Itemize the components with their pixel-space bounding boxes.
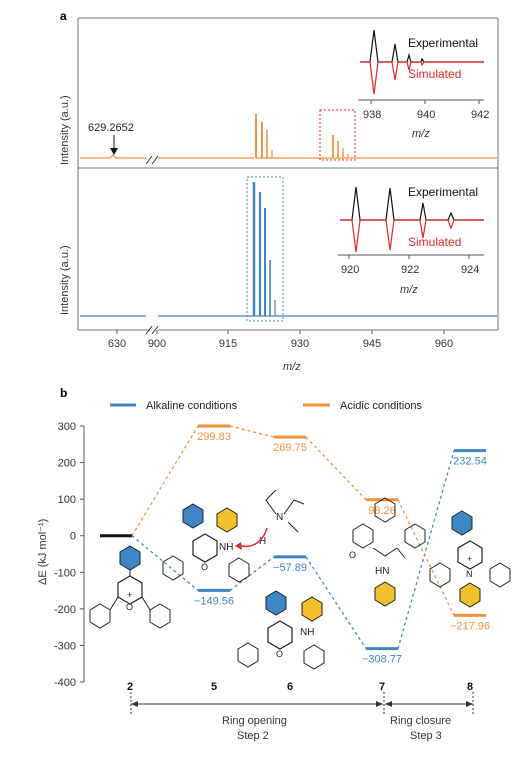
energy-profile: −149.56 −57.89 −308.77 232.54 299.83 269.75 98… (100, 424, 490, 666)
mol5-h: H (259, 536, 266, 547)
b-value-label: 232.54 (453, 456, 487, 468)
b-ytick-label: 300 (58, 421, 76, 433)
b-value-label: −57.89 (273, 562, 307, 574)
panel-a-bottom-ylabel: Intensity (a.u.) (59, 245, 71, 315)
panel-a-xlabel: m/z (283, 361, 301, 373)
b-ytick-label: 200 (58, 458, 76, 470)
legend-acidic-label: Acidic conditions (340, 400, 422, 412)
panel-b-ylabel: ΔE (kJ mol⁻¹) (37, 519, 49, 585)
molecule-6: O NH (237, 590, 325, 670)
panel-b-label: b (60, 386, 67, 400)
mol2-o: O (126, 602, 133, 612)
panel-a-top-ylabel: Intensity (a.u.) (59, 95, 71, 165)
peak-label-629: 629.2652 (88, 122, 134, 134)
step-arrows (130, 692, 474, 716)
b-value-label: 299.83 (197, 431, 231, 443)
b-category-label: 6 (287, 681, 293, 693)
legend-alkaline-label: Alkaline conditions (146, 400, 238, 412)
b-category-label: 7 (379, 681, 385, 693)
a-xtick-label: 630 (108, 338, 126, 350)
inset-top (358, 29, 484, 104)
panel-b-yticks: 300 200 100 0 -100 -200 -300 -400 (54, 421, 84, 689)
molecule-amine: N (265, 489, 305, 533)
b-category-label: 5 (211, 681, 217, 693)
mol7-o: O (349, 550, 356, 560)
molecule-7: HN O (349, 497, 426, 607)
inset-bottom-legend-sim: Simulated (408, 235, 461, 249)
b-value-label: −308.77 (362, 654, 402, 666)
amine-n: N (276, 512, 283, 523)
b-ytick-label: -100 (54, 567, 76, 579)
mol8-n: N (466, 569, 473, 579)
mol5-o: O (201, 562, 208, 572)
step2-label: Step 2 (237, 730, 269, 742)
b-ytick-label: 100 (58, 494, 76, 506)
zoom-box-blue (246, 176, 284, 322)
b-value-label: 98.26 (368, 505, 396, 517)
panel-a-xticks: 630 900 915 930 945 960 (108, 330, 453, 350)
mol6-nh: NH (300, 627, 314, 638)
b-connector-alkaline (397, 450, 455, 649)
a-xtick-label: 900 (148, 338, 166, 350)
b-category-label: 2 (127, 681, 133, 693)
a-xtick-label: 915 (219, 338, 237, 350)
b-connector-alkaline (131, 535, 199, 591)
b-connector-acidic (397, 499, 455, 616)
b-connector-acidic (305, 436, 367, 501)
inset-top-xlabel: m/z (412, 128, 430, 140)
ring-opening-label: Ring opening (222, 715, 287, 727)
mol7-hn: HN (375, 566, 389, 577)
inset-bottom-xlabel: m/z (400, 284, 418, 296)
panel-b-categories: 2 5 6 7 8 (127, 681, 473, 693)
a-xtick-label: 930 (291, 338, 309, 350)
inset-bottom-tick-2: 922 (401, 264, 419, 276)
b-connector-alkaline (229, 556, 275, 591)
molecule-8: N + (429, 510, 511, 608)
inset-top-tick-1: 938 (363, 109, 381, 121)
inset-bottom-tick-1: 920 (341, 264, 359, 276)
blue-spectrum (80, 182, 497, 317)
b-connector-alkaline (305, 556, 367, 649)
a-xtick-label: 960 (435, 338, 453, 350)
inset-top-legend-exp: Experimental (408, 36, 478, 50)
step3-label: Step 3 (410, 730, 442, 742)
b-value-label: −149.56 (194, 595, 234, 607)
inset-top-tick-2: 940 (417, 109, 435, 121)
mol2-plus: + (127, 590, 132, 600)
inset-bottom-tick-3: 924 (461, 264, 479, 276)
a-xtick-label: 945 (363, 338, 381, 350)
inset-bottom (338, 186, 484, 259)
zoom-box-orange (319, 109, 356, 161)
b-connector-acidic (229, 425, 275, 438)
panel-a-frame (77, 17, 499, 335)
mol5-nh: NH (219, 542, 233, 553)
molecule-2: O + (89, 545, 171, 629)
peak-arrow (110, 135, 118, 155)
mol8-plus: + (467, 554, 472, 564)
ring-closure-label: Ring closure (390, 715, 451, 727)
b-value-label: −217.96 (450, 620, 490, 632)
b-ytick-label: 0 (70, 531, 76, 543)
panel-a-label: a (60, 9, 67, 23)
b-value-label: 269.75 (273, 442, 307, 454)
b-category-label: 8 (467, 681, 473, 693)
inset-top-legend-sim: Simulated (408, 67, 461, 81)
inset-bottom-legend-exp: Experimental (408, 185, 478, 199)
b-ytick-label: -300 (54, 640, 76, 652)
mol6-o: O (276, 649, 283, 659)
b-ytick-label: -400 (54, 677, 76, 689)
inset-top-tick-3: 942 (471, 109, 489, 121)
molecule-5: O NH H (162, 503, 268, 583)
b-ytick-label: -200 (54, 604, 76, 616)
orange-spectrum (80, 114, 497, 159)
